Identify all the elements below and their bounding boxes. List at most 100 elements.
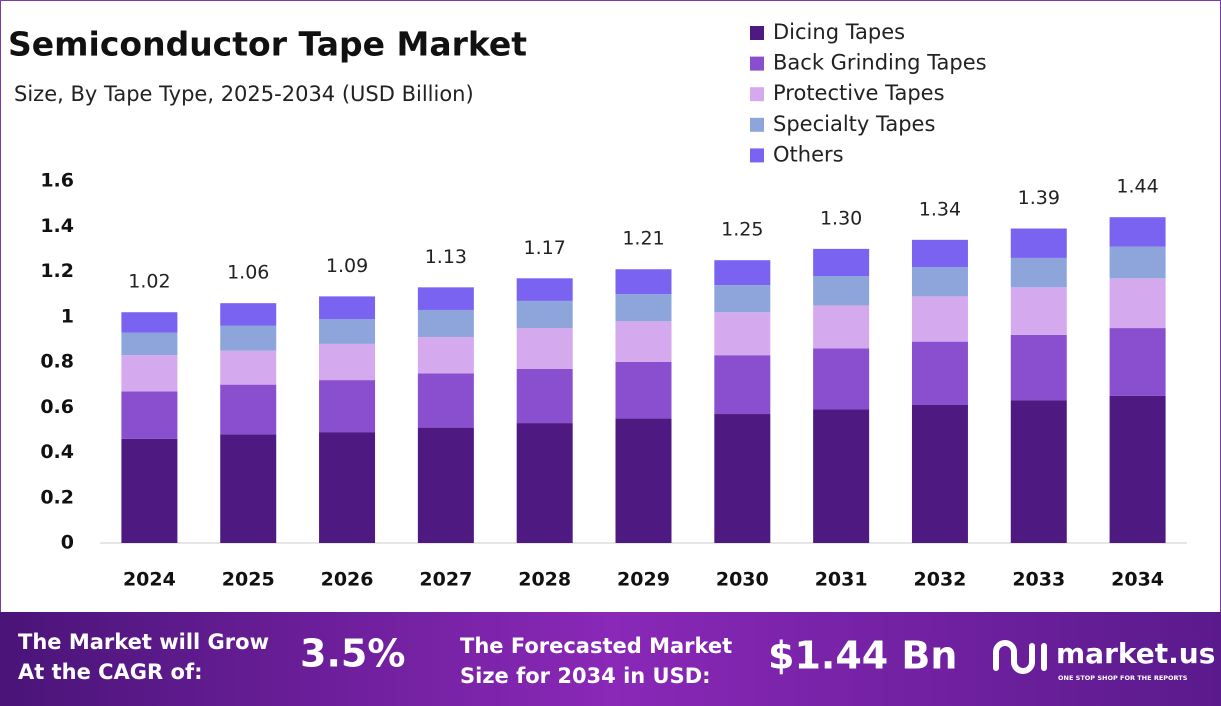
bar-segment: [319, 296, 376, 320]
bar-segment: [615, 321, 672, 362]
bar-segment: [220, 303, 277, 326]
bar-segment: [615, 294, 672, 322]
forecast-value: $1.44 Bn: [768, 634, 957, 678]
bar-segment: [516, 423, 573, 543]
x-tick-label: 2029: [617, 569, 670, 591]
bar-segment: [714, 312, 771, 356]
bar-segment: [813, 409, 870, 543]
legend-label: Specialty Tapes: [773, 112, 935, 136]
x-tick-label: 2034: [1111, 569, 1164, 591]
bar-segment: [1109, 395, 1166, 543]
y-tick-label: 0.4: [40, 441, 74, 463]
bar-segment: [417, 287, 474, 310]
cagr-label: At the CAGR of:: [18, 660, 203, 684]
total-label: 1.17: [524, 237, 566, 259]
footer-banner: [0, 612, 1221, 706]
bar-segment: [417, 427, 474, 543]
x-tick-label: 2026: [321, 569, 374, 591]
forecast-label: The Forecasted Market: [460, 634, 732, 658]
total-label: 1.34: [919, 198, 961, 220]
bar-segment: [516, 328, 573, 369]
bar-segment: [1010, 400, 1067, 543]
bar-segment: [615, 269, 672, 295]
legend-swatch: [750, 56, 764, 71]
legend-label: Back Grinding Tapes: [773, 51, 987, 75]
bar-segment: [516, 300, 573, 329]
x-tick-label: 2024: [123, 569, 176, 591]
bar-segment: [1010, 287, 1067, 335]
x-tick-label: 2032: [914, 569, 967, 591]
bar-segment: [1109, 246, 1166, 279]
bar-segment: [911, 296, 968, 342]
bar-segment: [121, 312, 178, 333]
bar-segment: [121, 391, 178, 439]
bar-segment: [516, 278, 573, 301]
bar-segment: [714, 355, 771, 415]
total-label: 1.09: [326, 255, 368, 277]
bar-segment: [615, 418, 672, 543]
bar-segment: [1010, 228, 1067, 258]
bar-segment: [615, 362, 672, 419]
bar-segment: [911, 341, 968, 405]
bar-segment: [417, 337, 474, 374]
bar-segment: [319, 380, 376, 433]
bar-segment: [516, 368, 573, 424]
total-label: 1.44: [1116, 176, 1158, 198]
total-label: 1.39: [1018, 187, 1060, 209]
bar-segment: [911, 404, 968, 543]
bar-segment: [319, 343, 376, 381]
y-tick-label: 0.6: [40, 396, 74, 418]
bar-segment: [220, 325, 277, 351]
total-label: 1.02: [128, 271, 170, 293]
bar-segment: [1109, 217, 1166, 247]
bar-segment: [319, 432, 376, 543]
brand-logo: [993, 640, 1047, 674]
bar-segment: [714, 260, 771, 286]
x-tick-label: 2030: [716, 569, 769, 591]
bar-segment: [1109, 278, 1166, 329]
x-tick-label: 2027: [419, 569, 472, 591]
y-tick-label: 0.2: [40, 486, 74, 508]
x-tick-label: 2028: [518, 569, 571, 591]
y-tick-label: 1.2: [40, 260, 74, 282]
bar-segment: [220, 434, 277, 543]
bar-segment: [813, 348, 870, 410]
cagr-label: The Market will Grow: [18, 630, 269, 654]
bar-segment: [911, 239, 968, 267]
bar-segment: [813, 305, 870, 349]
brand-tagline: ONE STOP SHOP FOR THE REPORTS: [1058, 674, 1188, 682]
legend-swatch: [750, 26, 764, 40]
bar-segment: [220, 350, 277, 385]
y-tick-label: 0.8: [40, 351, 74, 373]
y-tick-label: 1.4: [40, 215, 74, 237]
y-tick-label: 0: [61, 532, 74, 554]
bar-segment: [714, 414, 771, 543]
legend-swatch: [750, 87, 764, 102]
total-label: 1.13: [425, 246, 467, 268]
legend-swatch: [750, 117, 764, 132]
legend-label: Protective Tapes: [773, 81, 945, 105]
bar-segment: [1109, 328, 1166, 396]
y-tick-label: 1: [61, 305, 74, 327]
bar-segment: [121, 355, 178, 392]
bar-segment: [813, 248, 870, 277]
total-label: 1.06: [227, 262, 269, 284]
legend-swatch: [750, 148, 764, 163]
bar-segment: [121, 438, 178, 543]
legend-label: Others: [773, 142, 844, 166]
bar-segment: [1010, 257, 1067, 288]
total-label: 1.25: [721, 219, 763, 241]
x-tick-label: 2033: [1012, 569, 1065, 591]
bar-segment: [121, 332, 178, 356]
bar-segment: [813, 276, 870, 306]
bar-segment: [911, 266, 968, 297]
chart-title: Semiconductor Tape Market: [8, 25, 527, 64]
total-label: 1.30: [820, 207, 862, 229]
chart-subtitle: Size, By Tape Type, 2025-2034 (USD Billi…: [14, 82, 474, 106]
bar-segment: [417, 373, 474, 428]
bar-segment: [714, 285, 771, 313]
bar-segment: [1010, 334, 1067, 401]
bar-segment: [220, 384, 277, 435]
cagr-value: 3.5%: [300, 632, 405, 676]
brand-name: market.us: [1056, 637, 1215, 670]
